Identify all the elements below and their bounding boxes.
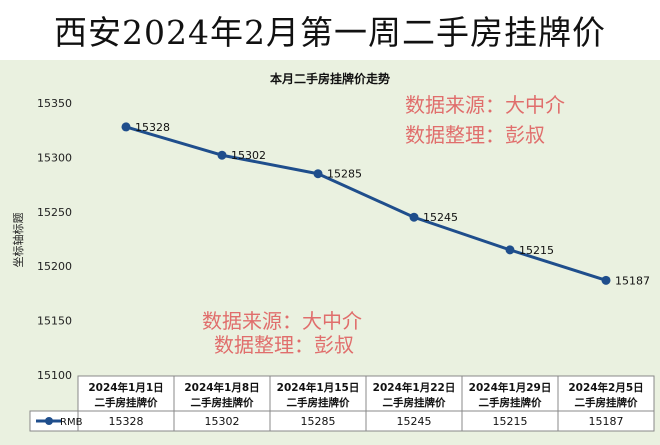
x-category-label-line2: 二手房挂牌价 bbox=[95, 396, 158, 409]
data-point bbox=[217, 150, 227, 160]
data-label: 15285 bbox=[327, 168, 362, 181]
data-point bbox=[601, 275, 611, 285]
x-category-label-line1: 2024年1月15日 bbox=[277, 381, 360, 394]
watermark-line1: 数据来源：大中介 bbox=[202, 309, 362, 333]
watermark-line2: 数据整理：彭叔 bbox=[214, 333, 354, 357]
data-table-value: 15187 bbox=[589, 415, 624, 428]
data-table-value: 15285 bbox=[301, 415, 336, 428]
title-bar: 西安2024年2月第一周二手房挂牌价 bbox=[0, 0, 660, 61]
y-tick-label: 15200 bbox=[37, 260, 72, 273]
data-point bbox=[409, 212, 419, 222]
legend-series-name: RMB bbox=[60, 417, 83, 428]
y-tick-label: 15300 bbox=[37, 151, 72, 164]
data-point bbox=[121, 122, 131, 132]
y-tick-label: 15150 bbox=[37, 315, 72, 328]
data-table-value: 15302 bbox=[205, 415, 240, 428]
y-axis-title: 坐标轴标题 bbox=[11, 213, 25, 268]
y-tick-label: 15250 bbox=[37, 206, 72, 219]
x-category-label-line2: 二手房挂牌价 bbox=[383, 396, 446, 409]
x-category-label-line1: 2024年1月8日 bbox=[184, 381, 259, 394]
series-line bbox=[125, 125, 607, 282]
data-label: 15187 bbox=[615, 274, 650, 287]
data-table-value: 15245 bbox=[397, 415, 432, 428]
legend-key-marker bbox=[45, 417, 53, 425]
data-label: 15245 bbox=[423, 211, 458, 224]
x-category-label-line2: 二手房挂牌价 bbox=[479, 396, 542, 409]
x-category-label-line1: 2024年1月22日 bbox=[373, 381, 456, 394]
x-category-label-line1: 2024年1月29日 bbox=[469, 381, 552, 394]
x-category-label-line2: 二手房挂牌价 bbox=[191, 396, 254, 409]
chart-title: 本月二手房挂牌价走势 bbox=[270, 71, 390, 86]
page-title: 西安2024年2月第一周二手房挂牌价 bbox=[54, 13, 606, 52]
y-tick-label: 15100 bbox=[37, 369, 72, 382]
data-label: 15215 bbox=[519, 244, 554, 257]
watermark-line2: 数据整理：彭叔 bbox=[405, 123, 545, 147]
x-category-label-line2: 二手房挂牌价 bbox=[575, 396, 638, 409]
data-point bbox=[505, 245, 515, 255]
data-label: 15328 bbox=[135, 121, 170, 134]
watermark-line1: 数据来源：大中介 bbox=[405, 93, 565, 117]
x-category-label-line2: 二手房挂牌价 bbox=[287, 396, 350, 409]
data-table-value: 15215 bbox=[493, 415, 528, 428]
x-category-label-line1: 2024年2月5日 bbox=[568, 381, 643, 394]
data-point bbox=[313, 169, 323, 179]
data-table-value: 15328 bbox=[109, 415, 144, 428]
data-label: 15302 bbox=[231, 149, 266, 162]
y-tick-label: 15350 bbox=[37, 97, 72, 110]
x-category-label-line1: 2024年1月1日 bbox=[88, 381, 163, 394]
